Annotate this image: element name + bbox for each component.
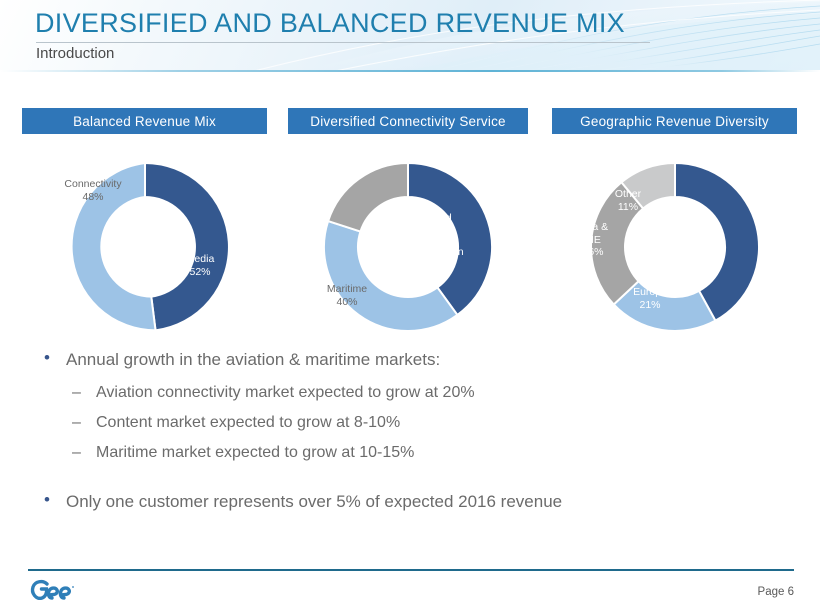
segment-other bbox=[619, 161, 676, 210]
segment-media bbox=[143, 161, 230, 332]
segment-maritime bbox=[323, 219, 459, 332]
title-underline bbox=[36, 42, 650, 43]
bullet-list: Annual growth in the aviation & maritime… bbox=[40, 348, 740, 512]
gee-logo-icon bbox=[30, 579, 74, 601]
panel-title-geographic-revenue-diversity: Geographic Revenue Diversity bbox=[552, 108, 797, 134]
segment-land bbox=[326, 161, 409, 233]
segment-aviation bbox=[407, 161, 493, 317]
header-bottom-rule bbox=[0, 70, 820, 72]
panel-title-diversified-connectivity-service: Diversified Connectivity Service bbox=[288, 108, 528, 134]
donut-svg-2 bbox=[323, 161, 493, 332]
bullet-sub-1: Aviation connectivity market expected to… bbox=[40, 384, 740, 402]
chart-panel-geographic-revenue-diversity: Geographic Revenue Diversity Other 11% U… bbox=[552, 108, 797, 342]
segment-connectivity bbox=[70, 161, 157, 332]
donut-chart-geographic-diversity: Other 11% US & Canada 42% Asia & ME 26% … bbox=[552, 152, 797, 342]
chart-panel-balanced-revenue-mix: Balanced Revenue Mix Connectivity 48% Me… bbox=[22, 108, 267, 342]
segment-us-canada bbox=[673, 161, 760, 323]
bullet-sub-2: Content market expected to grow at 8-10% bbox=[40, 414, 740, 432]
donut-svg-3 bbox=[589, 161, 760, 332]
donut-svg-1 bbox=[70, 161, 230, 332]
donut-chart-balanced-revenue-mix: Connectivity 48% Media 52% bbox=[22, 152, 267, 342]
bullet-main: Annual growth in the aviation & maritime… bbox=[40, 348, 740, 370]
header-decoration bbox=[249, 0, 820, 72]
slide-header: DIVERSIFIED AND BALANCED REVENUE MIX Int… bbox=[0, 0, 820, 72]
page-number: Page 6 bbox=[757, 586, 794, 598]
page-subtitle: Introduction bbox=[36, 45, 115, 62]
footer-rule bbox=[28, 569, 794, 571]
chart-panel-diversified-connectivity-service: Diversified Connectivity Service Land 20… bbox=[288, 108, 528, 342]
bullet-last: Only one customer represents over 5% of … bbox=[40, 490, 740, 512]
bullet-sub-3: Maritime market expected to grow at 10-1… bbox=[40, 444, 740, 462]
donut-chart-connectivity-service: Land 20% Aviation 40% Maritime 40% bbox=[288, 152, 528, 342]
panel-title-balanced-revenue-mix: Balanced Revenue Mix bbox=[22, 108, 267, 134]
page-title: DIVERSIFIED AND BALANCED REVENUE MIX bbox=[35, 8, 625, 38]
